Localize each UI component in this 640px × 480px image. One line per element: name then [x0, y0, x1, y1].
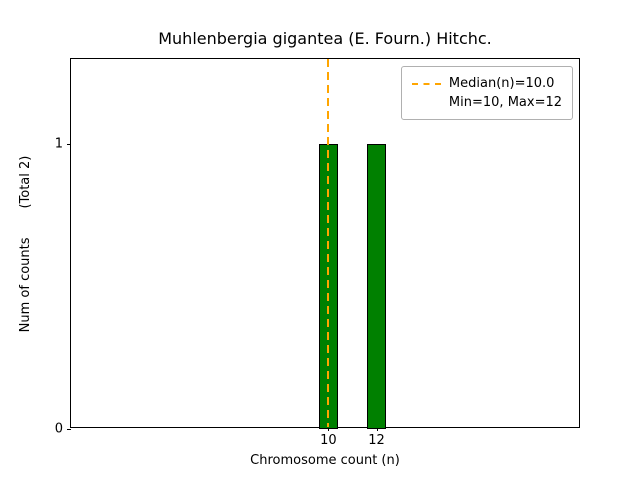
- x-tick-label: 12: [368, 433, 385, 448]
- x-axis-label: Chromosome count (n): [250, 453, 400, 468]
- legend-median-label: Median(n)=10.0: [448, 76, 555, 91]
- y-tick: [67, 144, 71, 146]
- x-tick-label: 10: [320, 433, 337, 448]
- legend-minmax-label: Min=10, Max=12: [448, 95, 562, 110]
- y-axis-label: Num of counts (Total 2): [18, 155, 33, 333]
- x-tick: [376, 427, 378, 431]
- bar-n12: [366, 144, 387, 429]
- y-tick: [67, 429, 71, 430]
- y-tick-label: 1: [54, 136, 63, 152]
- chart-title: Muhlenbergia gigantea (E. Fourn.) Hitchc…: [158, 29, 492, 48]
- median-dash-icon: [411, 82, 441, 85]
- legend-row-minmax: Min=10, Max=12: [449, 93, 562, 112]
- x-tick: [328, 427, 330, 431]
- median-line: [327, 59, 330, 427]
- legend-row-median: Median(n)=10.0: [411, 74, 562, 93]
- y-tick-label: 0: [54, 421, 63, 437]
- plot-area: Median(n)=10.0 Min=10, Max=12 10 12 0 1: [55, 58, 580, 447]
- legend: Median(n)=10.0 Min=10, Max=12: [400, 66, 573, 120]
